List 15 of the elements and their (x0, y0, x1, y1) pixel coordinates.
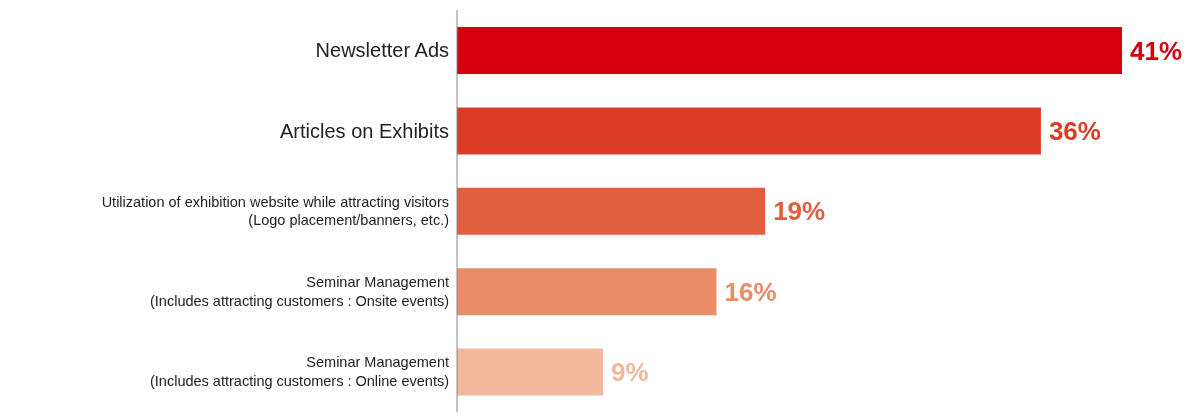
bar (457, 107, 1041, 155)
data-label: 36% (1048, 115, 1101, 146)
data-label: 16% (724, 276, 777, 307)
bar (457, 27, 1122, 74)
data-label: 9% (610, 357, 649, 388)
y-tick-label: Seminar Management (Includes attracting customers : Online events) (150, 354, 449, 390)
y-tick-label: Seminar Management (Includes attracting customers : Onsite events) (150, 273, 449, 309)
y-tick-label: Newsletter Ads (315, 39, 449, 62)
y-tick-label: Utilization of exhibition website while attracting visitors (Logo placement/banners, etc.) (101, 193, 449, 229)
data-label: 41% (1130, 35, 1183, 66)
bar (457, 187, 766, 235)
data-label: 19% (773, 196, 826, 227)
y-tick-label: Articles on Exhibits (280, 119, 449, 142)
bar (457, 348, 603, 396)
bar (457, 268, 717, 316)
